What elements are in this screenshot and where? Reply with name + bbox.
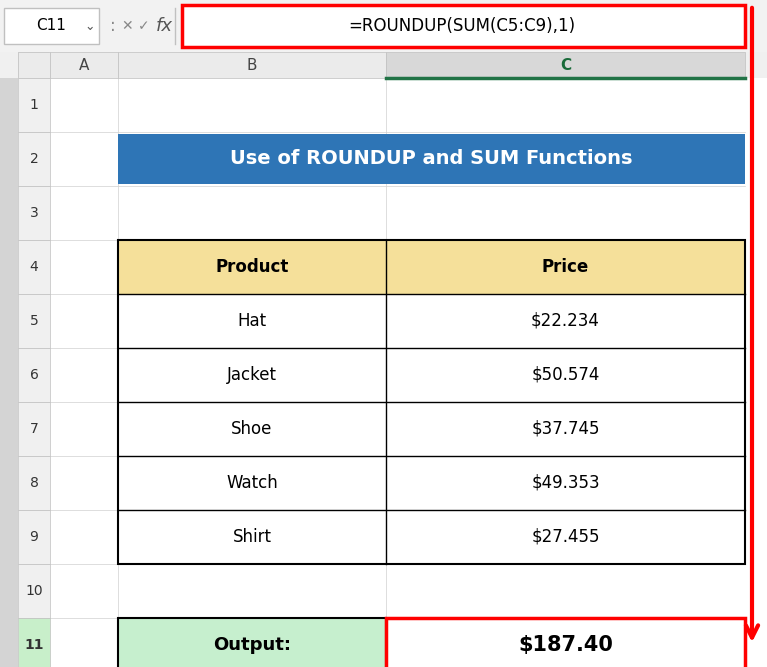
Bar — [18, 186, 50, 240]
Text: =ROUNDUP(SUM(C5:C9),1): =ROUNDUP(SUM(C5:C9),1) — [348, 17, 575, 35]
Text: A: A — [79, 57, 89, 73]
Text: B: B — [247, 57, 257, 73]
Bar — [18, 78, 767, 667]
Bar — [18, 402, 50, 456]
Text: Watch: Watch — [226, 474, 278, 492]
Bar — [18, 294, 50, 348]
Text: 8: 8 — [30, 476, 38, 490]
Text: Price: Price — [542, 258, 589, 276]
Bar — [118, 134, 745, 184]
Bar — [0, 0, 767, 52]
Text: $37.745: $37.745 — [532, 420, 600, 438]
Bar — [118, 52, 386, 78]
Text: 9: 9 — [30, 530, 38, 544]
Text: 1: 1 — [30, 98, 38, 112]
Text: 6: 6 — [30, 368, 38, 382]
Text: 11: 11 — [25, 638, 44, 652]
Text: $49.353: $49.353 — [532, 474, 600, 492]
Bar — [50, 52, 118, 78]
Text: fx: fx — [156, 17, 173, 35]
Text: $22.234: $22.234 — [531, 312, 600, 330]
Bar — [386, 240, 745, 294]
Bar — [18, 564, 50, 618]
Bar — [118, 618, 386, 667]
Bar — [182, 5, 745, 47]
Text: $187.40: $187.40 — [518, 635, 613, 655]
Text: Hat: Hat — [238, 312, 267, 330]
Bar — [18, 78, 50, 132]
Text: 4: 4 — [30, 260, 38, 274]
Bar — [18, 132, 50, 186]
Text: Use of ROUNDUP and SUM Functions: Use of ROUNDUP and SUM Functions — [230, 149, 633, 169]
Text: 5: 5 — [30, 314, 38, 328]
Text: ✕: ✕ — [121, 19, 133, 33]
Text: Shirt: Shirt — [232, 528, 272, 546]
Bar — [118, 240, 386, 294]
Text: ⌄: ⌄ — [84, 19, 95, 33]
Text: C: C — [560, 57, 571, 73]
Text: 2: 2 — [30, 152, 38, 166]
Text: Output:: Output: — [213, 636, 291, 654]
Bar — [18, 510, 50, 564]
Bar — [18, 348, 50, 402]
Text: 10: 10 — [25, 584, 43, 598]
Bar — [4, 8, 99, 44]
Bar — [0, 52, 767, 78]
Polygon shape — [18, 52, 50, 78]
Text: 7: 7 — [30, 422, 38, 436]
Bar — [118, 240, 745, 564]
Bar — [18, 456, 50, 510]
Text: ✓: ✓ — [138, 19, 150, 33]
Text: 3: 3 — [30, 206, 38, 220]
Text: Shoe: Shoe — [232, 420, 273, 438]
Bar — [386, 618, 745, 667]
Bar — [18, 240, 50, 294]
Text: C11: C11 — [36, 19, 66, 33]
Bar — [386, 52, 745, 78]
Bar — [18, 52, 50, 78]
Text: $50.574: $50.574 — [532, 366, 600, 384]
Text: Product: Product — [216, 258, 288, 276]
Bar — [18, 618, 50, 667]
Text: :: : — [110, 17, 116, 35]
Text: Jacket: Jacket — [227, 366, 277, 384]
Text: $27.455: $27.455 — [532, 528, 600, 546]
